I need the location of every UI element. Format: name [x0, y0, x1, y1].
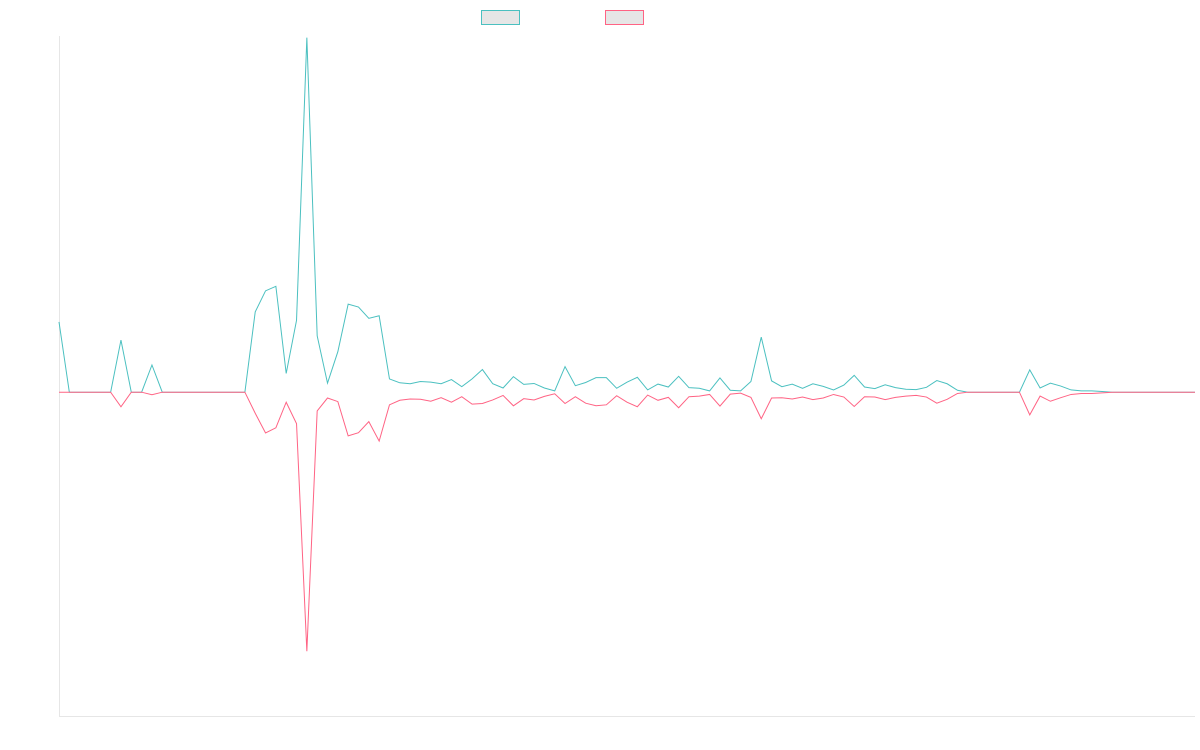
series-1-line	[58, 37, 1195, 393]
series-layer	[58, 37, 1195, 652]
legend-item-series-1[interactable]	[481, 10, 520, 25]
legend-item-series-2[interactable]	[605, 10, 644, 25]
series-2-line	[59, 391, 1195, 652]
